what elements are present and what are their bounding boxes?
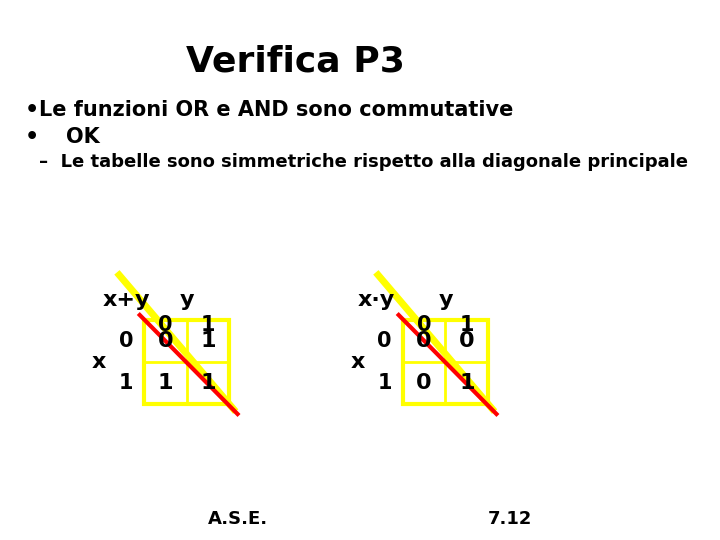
Text: 1: 1 — [201, 315, 215, 335]
Text: –  Le tabelle sono simmetriche rispetto alla diagonale principale: – Le tabelle sono simmetriche rispetto a… — [40, 153, 688, 171]
Text: 0: 0 — [417, 315, 431, 335]
Text: •: • — [24, 100, 39, 120]
Text: x·y: x·y — [358, 290, 395, 310]
Text: 1: 1 — [459, 315, 474, 335]
Text: 1: 1 — [200, 331, 216, 351]
Text: 1: 1 — [119, 373, 133, 393]
Text: A.S.E.: A.S.E. — [208, 510, 269, 528]
Text: 0: 0 — [459, 331, 474, 351]
Text: •: • — [24, 127, 39, 147]
Text: 1: 1 — [158, 373, 173, 393]
Text: 0: 0 — [119, 331, 133, 351]
Text: Verifica P3: Verifica P3 — [186, 45, 405, 79]
Text: OK: OK — [66, 127, 99, 147]
Text: 0: 0 — [158, 331, 173, 351]
Text: 7.12: 7.12 — [487, 510, 532, 528]
Text: 0: 0 — [158, 315, 173, 335]
Text: x: x — [351, 352, 365, 372]
Text: 1: 1 — [200, 373, 216, 393]
Text: 0: 0 — [377, 331, 392, 351]
Text: y: y — [438, 290, 453, 310]
Text: x: x — [91, 352, 106, 372]
Text: Le funzioni OR e AND sono commutative: Le funzioni OR e AND sono commutative — [40, 100, 514, 120]
Text: y: y — [179, 290, 194, 310]
Text: 0: 0 — [416, 373, 432, 393]
Text: x+y: x+y — [103, 290, 150, 310]
Text: 1: 1 — [459, 373, 474, 393]
Text: 1: 1 — [377, 373, 392, 393]
Text: 0: 0 — [416, 331, 432, 351]
